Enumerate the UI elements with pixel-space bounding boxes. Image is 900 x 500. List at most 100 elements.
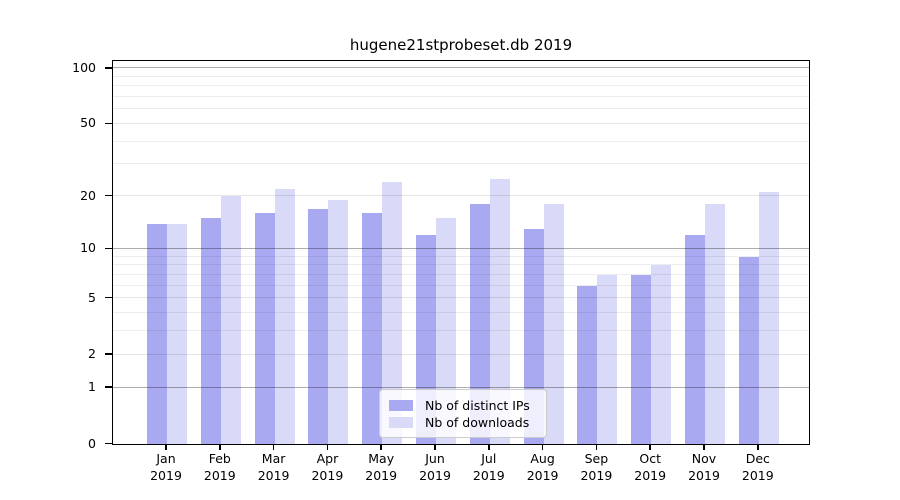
- legend-label-downloads: Nb of downloads: [425, 414, 530, 430]
- bar-downloads-oct: [651, 265, 672, 444]
- gridline-6: [113, 284, 809, 286]
- x-axis-label-year: 2019: [526, 468, 559, 483]
- x-axis-label-year: 2019: [472, 468, 505, 483]
- bar-downloads-feb: [220, 196, 241, 444]
- x-axis-label-year: 2019: [741, 468, 774, 483]
- x-axis-tick-mark: [541, 445, 544, 450]
- x-axis-label-year: 2019: [688, 468, 720, 483]
- y-axis-tick-label-1: 1: [88, 379, 96, 395]
- gridline-3: [113, 330, 809, 332]
- x-axis-label-year: 2019: [257, 468, 290, 483]
- x-axis-label-year: 2019: [419, 468, 451, 483]
- x-axis-tick-mark: [272, 445, 275, 450]
- y-axis-tick-mark: [105, 122, 112, 125]
- y-axis-tick-label-10: 10: [80, 240, 96, 256]
- y-axis-tick-mark: [105, 442, 112, 445]
- x-axis-label-year: 2019: [311, 468, 344, 483]
- x-axis-label-year: 2019: [203, 468, 236, 483]
- x-axis-label-jul: Jul 2019: [459, 450, 519, 484]
- legend-item-distinct-ips: Nb of distinct IPs: [389, 397, 537, 413]
- y-axis-tick-label-100: 100: [72, 59, 96, 75]
- x-axis-label-mar: Mar 2019: [244, 450, 304, 484]
- bar-downloads-dec: [758, 192, 779, 444]
- y-axis-tick-mark: [105, 247, 112, 250]
- x-axis-label-year: 2019: [580, 468, 613, 483]
- legend-item-downloads: Nb of downloads: [389, 414, 537, 430]
- x-axis-tick-mark: [380, 445, 382, 450]
- legend: Nb of distinct IPs Nb of downloads: [379, 389, 547, 438]
- x-axis-tick-mark: [165, 445, 167, 450]
- bar-downloads-may: [382, 181, 403, 444]
- x-axis-tick-mark: [703, 445, 705, 450]
- x-axis-label-year: 2019: [365, 468, 398, 483]
- x-axis-tick-mark: [434, 445, 436, 450]
- bar-downloads-mar: [274, 188, 295, 444]
- gridline-8: [113, 264, 809, 266]
- x-axis-label-jan: Jan 2019: [136, 450, 196, 484]
- y-axis-tick-mark: [105, 386, 112, 388]
- bar-downloads-apr: [328, 200, 349, 444]
- bar-ips-nov: [685, 235, 705, 444]
- y-axis-tick-label-2: 2: [88, 346, 96, 362]
- bar-ips-oct: [631, 274, 652, 444]
- gridline-90: [113, 75, 809, 77]
- bar-downloads-nov: [705, 204, 725, 444]
- x-axis-tick-mark: [326, 445, 329, 450]
- gridline-20: [113, 195, 809, 197]
- bar-downloads-jun: [436, 218, 456, 444]
- gridline-100: [113, 67, 809, 69]
- bar-downloads-jan: [167, 223, 187, 444]
- bar-ips-feb: [200, 218, 221, 444]
- x-axis-label-sep: Sep 2019: [566, 450, 626, 484]
- gridline-7: [113, 273, 809, 275]
- x-axis-tick-mark: [595, 445, 598, 450]
- gridline-50: [113, 122, 809, 124]
- x-axis-label-year: 2019: [634, 468, 667, 483]
- x-axis-label-jun: Jun 2019: [405, 450, 465, 484]
- y-axis-tick-label-20: 20: [80, 187, 96, 203]
- gridline-30: [113, 163, 809, 165]
- x-axis-label-year: 2019: [150, 468, 182, 483]
- gridline-60: [113, 108, 809, 110]
- gridline-1: [113, 386, 809, 388]
- bar-downloads-aug: [543, 204, 564, 444]
- x-axis-label-apr: Apr 2019: [297, 450, 357, 484]
- x-axis-label-dec: Dec 2019: [728, 450, 788, 484]
- x-axis-label-feb: Feb 2019: [190, 450, 250, 484]
- bar-ips-mar: [254, 213, 275, 444]
- legend-swatch-distinct-ips: [389, 399, 413, 411]
- x-axis-label-nov: Nov 2019: [674, 450, 734, 484]
- y-axis-tick-label-0: 0: [88, 435, 96, 451]
- y-axis-tick-mark: [105, 67, 112, 69]
- y-axis-tick-mark: [105, 194, 112, 197]
- chart-title: hugene21stprobeset.db 2019: [349, 36, 573, 54]
- bar-downloads-jul: [489, 178, 510, 444]
- gridline-10: [113, 247, 809, 249]
- y-axis-tick-mark: [105, 296, 112, 299]
- gridline-5: [113, 297, 809, 299]
- x-axis-tick-mark: [649, 445, 651, 450]
- bar-downloads-sep: [597, 274, 618, 444]
- bar-ips-may: [362, 213, 383, 444]
- gridline-40: [113, 140, 809, 142]
- x-axis-label-oct: Oct 2019: [620, 450, 680, 484]
- x-axis-tick-mark: [488, 445, 490, 450]
- plot-area: Nb of distinct IPs Nb of downloads: [112, 60, 810, 445]
- bar-ips-dec: [738, 256, 759, 444]
- gridline-2: [113, 353, 809, 355]
- bar-ips-sep: [577, 285, 598, 444]
- bar-ips-apr: [308, 208, 329, 444]
- x-axis-label-aug: Aug 2019: [513, 450, 573, 484]
- gridline-70: [113, 96, 809, 98]
- gridline-9: [113, 255, 809, 257]
- x-axis-tick-mark: [757, 445, 759, 450]
- legend-label-distinct-ips: Nb of distinct IPs: [425, 397, 530, 413]
- y-axis-tick-mark: [105, 353, 112, 355]
- legend-swatch-downloads: [389, 416, 413, 428]
- gridline-80: [113, 85, 809, 87]
- x-axis-tick-mark: [219, 445, 221, 450]
- bar-ips-jan: [147, 223, 167, 444]
- x-axis-label-may: May 2019: [351, 450, 411, 484]
- bar-ips-jul: [469, 204, 490, 444]
